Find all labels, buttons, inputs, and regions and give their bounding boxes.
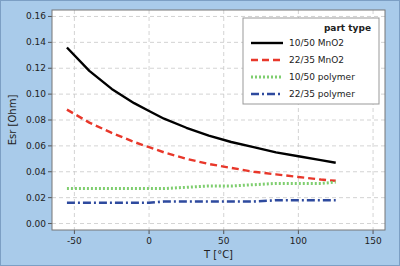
grid-line	[74, 10, 75, 230]
tick	[223, 230, 224, 234]
tick-label: 0.10	[26, 89, 46, 99]
tick-label: 0.08	[26, 115, 46, 125]
legend-label: 10/50 MnO2	[289, 38, 344, 48]
legend-swatch	[251, 42, 283, 44]
grid-line	[52, 120, 385, 121]
tick	[48, 16, 52, 17]
grid-line	[52, 197, 385, 198]
tick-label: 0.12	[26, 63, 46, 73]
tick	[373, 230, 374, 234]
tick-label: 50	[218, 236, 230, 246]
tick	[48, 223, 52, 224]
grid-line	[52, 145, 385, 146]
series-line	[67, 200, 336, 203]
tick-label: -50	[67, 236, 82, 246]
tick-label: 0.04	[26, 167, 46, 177]
tick	[298, 230, 299, 234]
background	[1, 1, 400, 266]
tick	[48, 120, 52, 121]
tick	[74, 230, 75, 234]
series-line	[67, 110, 336, 181]
chart: 0.00 0.02 0.04 0.06 0.08 0.10 0.12 0.14 0.16 -50 0…	[0, 0, 400, 266]
grid-line	[52, 223, 385, 224]
tick-label: 150	[364, 236, 381, 246]
grid-line	[223, 10, 224, 230]
tick	[48, 42, 52, 43]
legend-label: 10/50 polymer	[289, 72, 355, 82]
legend-swatch	[251, 93, 283, 96]
legend-label: 22/35 MnO2	[289, 55, 344, 65]
legend-swatch	[251, 76, 283, 79]
legend-box	[243, 18, 379, 104]
grid-line	[52, 171, 385, 172]
grid-line	[52, 16, 385, 17]
legend: part type 10/50 MnO2 22/35 MnO2 10/50 polym…	[243, 18, 379, 104]
plot-frame	[52, 10, 385, 230]
tick-label: 0.06	[26, 141, 46, 151]
series-line	[67, 182, 336, 188]
x-axis-title: T [°C]	[203, 249, 233, 260]
legend-title: part type	[324, 23, 371, 33]
tick	[48, 171, 52, 172]
grid-line	[149, 10, 150, 230]
tick	[48, 94, 52, 95]
legend-swatch	[251, 59, 283, 61]
tick	[48, 145, 52, 146]
tick	[48, 68, 52, 69]
tick	[48, 197, 52, 198]
tick-label: 0.16	[26, 11, 46, 21]
legend-label: 22/35 polymer	[289, 89, 355, 99]
tick-label: 0.02	[26, 193, 46, 203]
tick-label: 100	[290, 236, 307, 246]
y-axis-title: Esr [Ohm]	[7, 95, 18, 146]
tick	[149, 230, 150, 234]
tick-label: 0.14	[26, 37, 46, 47]
tick-label: 0.00	[26, 219, 46, 229]
tick-label: 0	[146, 236, 152, 246]
plot-area	[52, 10, 385, 230]
